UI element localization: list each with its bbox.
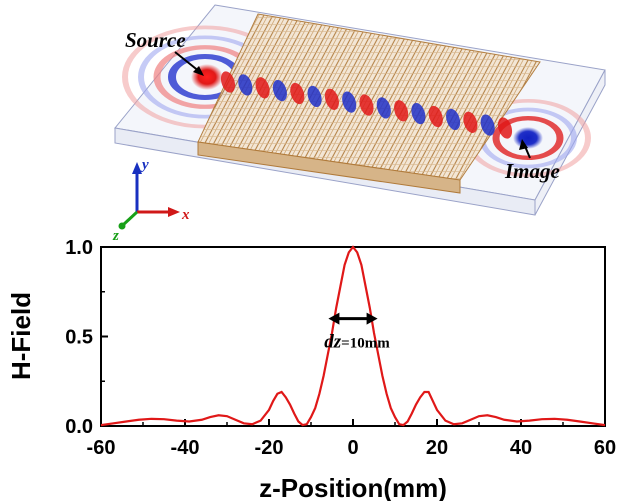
field-blob [220,71,236,93]
fwhm-annotation-value: =10mm [341,336,390,352]
image-arrow-head [519,139,528,150]
source-label: Source [125,28,186,52]
source-arrow-head [193,66,204,76]
field-blob [376,97,391,119]
field-blob [497,117,513,139]
x-tick-label: 40 [510,437,532,459]
y-tick-label: 0.0 [65,416,93,438]
simulation-illustration: Source Image y x z [112,4,606,244]
coordinate-axes: y x z [112,157,190,244]
field-blob [290,82,305,105]
y-tick-label: 1.0 [65,237,93,259]
field-blob [446,108,461,131]
fwhm-arrow-head-right [366,312,378,325]
y-tick-label: 0.5 [65,327,93,349]
fwhm-annotation: dz=10mm [324,332,390,353]
x-tick-label: -60 [87,437,116,459]
y-ticks: 0.0 0.5 1.0 [65,237,108,438]
lens-block-front [197,141,461,194]
field-blob [411,102,426,125]
hfield-line [100,245,606,427]
x-tick-label: 0 [347,437,358,459]
field-blob [359,94,374,116]
fwhm-arrow-head-left [328,312,340,325]
image-label: Image [504,159,560,183]
y-axis-label: H-Field [6,292,36,380]
field-blob [272,79,287,102]
field-blob [342,91,357,113]
field-blob [255,77,270,99]
slab-side [534,69,606,216]
field-blob [307,85,322,108]
source-arrow [174,51,201,73]
image-core [513,127,543,149]
field-blob [238,74,253,96]
x-tick-label: 60 [594,437,616,459]
fwhm-annotation-symbol: dz [324,332,342,353]
axis-z-label: z [112,228,119,244]
x-tick-label: 20 [426,437,448,459]
axis-y-label: y [140,157,149,173]
x-ticks: -60 -40 -20 0 20 40 60 [87,419,616,459]
x-tick-label: -20 [255,437,284,459]
field-blob [428,105,443,128]
field-blob [324,88,339,110]
hfield-chart: -60 -40 -20 0 20 40 60 0.0 0.5 1.0 dz=10mm z-Pos… [6,237,616,501]
x-axis-label: z-Position(mm) [259,473,447,501]
axis-x-label: x [181,207,190,223]
x-tick-label: -40 [171,437,200,459]
field-blob [480,114,495,136]
field-pattern [220,71,513,139]
field-blob [394,100,409,122]
field-blob [463,111,478,133]
